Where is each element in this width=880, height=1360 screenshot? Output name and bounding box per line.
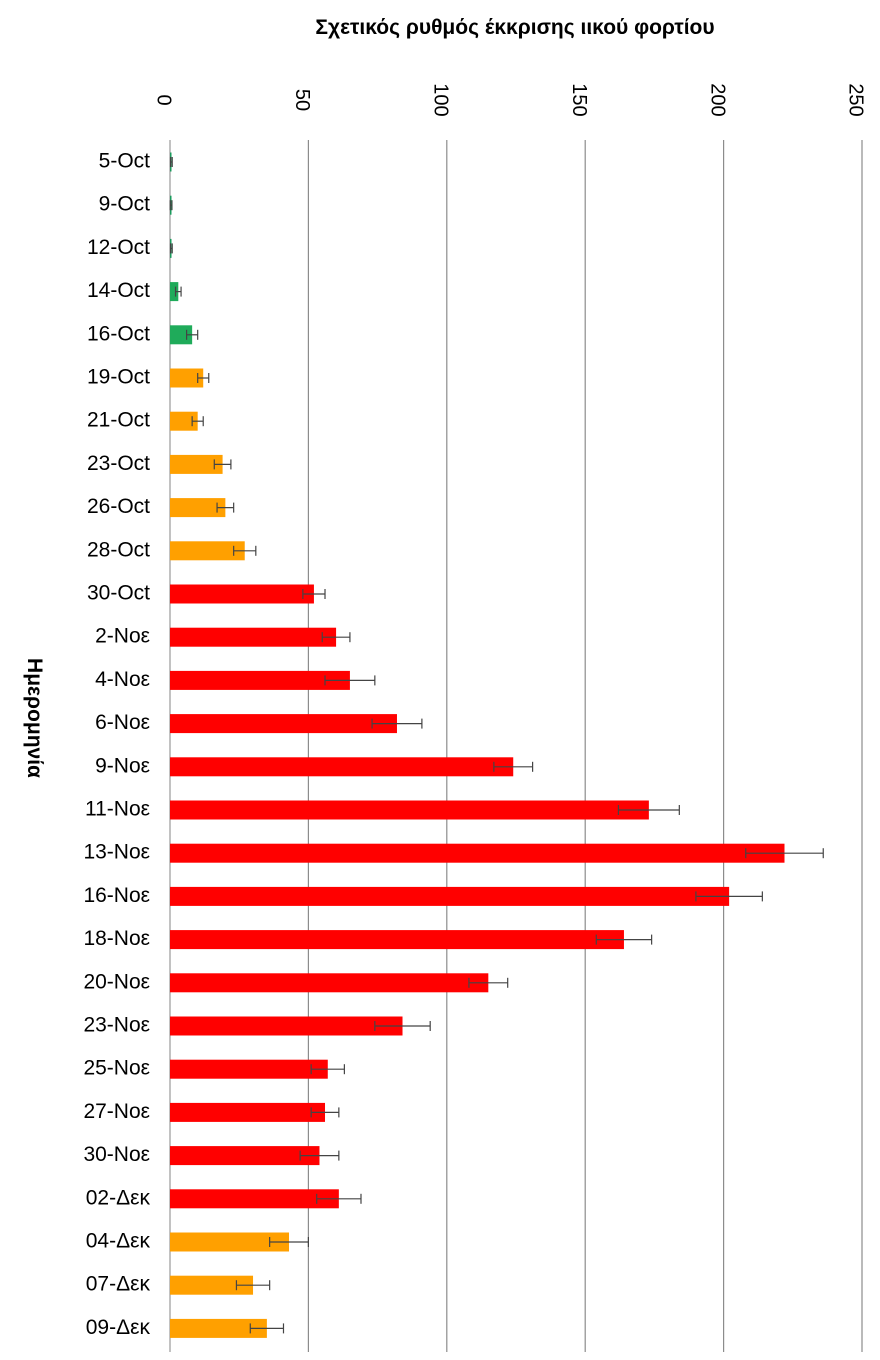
- bar: [170, 1275, 254, 1295]
- category-label: 27-Νοε: [83, 1100, 150, 1123]
- category-label: 30-Oct: [87, 582, 150, 605]
- bar: [170, 757, 514, 777]
- category-label: 04-Δεκ: [86, 1230, 151, 1253]
- bar: [170, 973, 489, 993]
- category-label: 23-Oct: [87, 452, 150, 475]
- category-label: 19-Oct: [87, 366, 150, 389]
- bar: [170, 800, 649, 820]
- category-label: 07-Δεκ: [86, 1273, 151, 1296]
- x-tick-labels: 0 50 100 150 200 250: [153, 83, 867, 116]
- gridlines: [169, 140, 863, 1352]
- x-tick-label: 200: [706, 83, 728, 116]
- category-label: 02-Δεκ: [86, 1186, 151, 1209]
- category-label: 21-Oct: [87, 409, 150, 432]
- x-tick-label: 250: [845, 83, 867, 116]
- category-label: 26-Oct: [87, 495, 150, 518]
- category-label: 16-Oct: [87, 322, 150, 345]
- bar: [170, 714, 397, 734]
- x-axis-title: Σχετικός ρυθμός έκκρισης ιικού φορτίου: [315, 16, 714, 39]
- bar: [170, 368, 204, 388]
- category-label: 23-Νοε: [83, 1014, 150, 1037]
- category-labels: 5-Oct 9-Oct 12-Oct 14-Oct 16-Oct 19-Oct 21-Oct…: [83, 150, 150, 1339]
- bar: [170, 843, 785, 863]
- x-tick-label: 150: [568, 83, 590, 116]
- bar: [170, 411, 198, 431]
- x-tick-label: 0: [153, 94, 175, 105]
- y-axis-title: Ημερομηνία: [23, 658, 46, 778]
- category-label: 11-Νοε: [85, 798, 150, 821]
- category-label: 13-Νοε: [83, 841, 150, 864]
- category-label: 2-Νοε: [95, 625, 150, 648]
- category-label: 9-Oct: [99, 193, 151, 216]
- x-tick-label: 100: [430, 83, 452, 116]
- bar: [170, 1318, 267, 1338]
- bar: [170, 1059, 328, 1079]
- bar: [170, 886, 730, 906]
- bar: [170, 282, 179, 302]
- category-label: 18-Νοε: [83, 927, 150, 950]
- category-label: 5-Oct: [99, 150, 151, 173]
- bar: [170, 930, 624, 950]
- bar: [170, 670, 350, 690]
- category-label: 6-Νοε: [95, 711, 150, 734]
- category-label: 16-Νοε: [83, 884, 150, 907]
- bar: [170, 1146, 320, 1166]
- category-label: 20-Νοε: [83, 970, 150, 993]
- bar: [170, 584, 314, 604]
- bar: [170, 1102, 326, 1122]
- category-label: 14-Oct: [87, 279, 150, 302]
- bar: [170, 454, 223, 474]
- bars: [169, 152, 824, 1338]
- category-label: 25-Νοε: [83, 1057, 150, 1080]
- bar: [170, 541, 245, 561]
- x-tick-label: 50: [291, 89, 313, 111]
- bar: [170, 1016, 403, 1036]
- category-label: 30-Νοε: [83, 1143, 150, 1166]
- category-label: 28-Oct: [87, 538, 150, 561]
- bar: [170, 627, 337, 647]
- category-label: 09-Δεκ: [86, 1316, 151, 1339]
- category-label: 9-Νοε: [95, 754, 150, 777]
- bar: [170, 498, 226, 518]
- category-label: 12-Oct: [87, 236, 150, 259]
- bar: [170, 1189, 339, 1209]
- bar: [170, 1232, 290, 1252]
- category-label: 4-Νοε: [95, 668, 150, 691]
